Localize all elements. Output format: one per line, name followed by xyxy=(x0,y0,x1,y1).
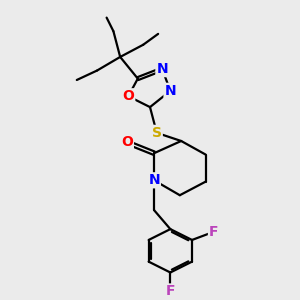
Text: N: N xyxy=(156,62,168,76)
Text: F: F xyxy=(209,225,218,239)
Text: N: N xyxy=(164,84,176,98)
Text: O: O xyxy=(122,89,134,103)
Text: O: O xyxy=(121,135,133,149)
Text: F: F xyxy=(166,284,175,298)
Text: S: S xyxy=(152,126,162,140)
Text: N: N xyxy=(148,173,160,187)
